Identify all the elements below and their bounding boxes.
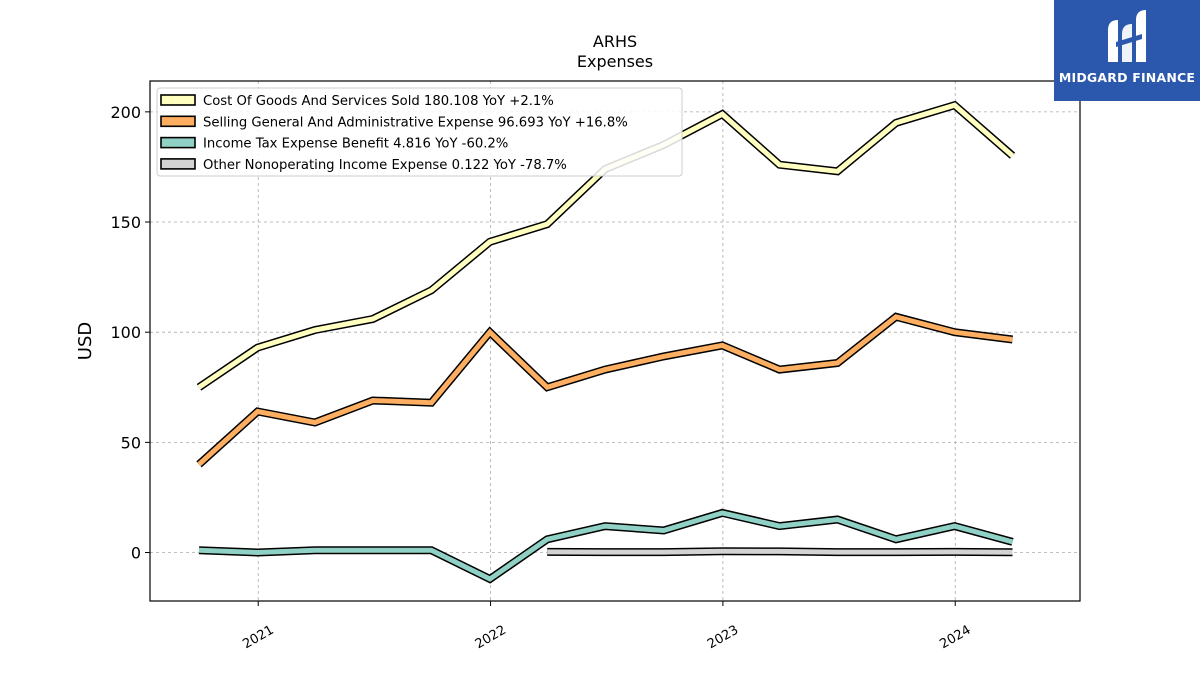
series-line: [197, 314, 1013, 467]
y-tick-label: 0: [131, 544, 141, 563]
y-tick-label: 100: [110, 323, 141, 342]
x-axis: 2021 2022 2023 2024: [240, 601, 974, 653]
x-tick-label: 2023: [705, 623, 741, 653]
series-line: [198, 510, 1014, 582]
legend-swatch: [160, 115, 196, 128]
plot-frame: [149, 80, 1081, 602]
legend-label: Selling General And Administrative Expen…: [203, 115, 628, 130]
legend-box: [156, 87, 683, 177]
chart-subtitle: Expenses: [577, 52, 653, 71]
legend-swatch: [160, 94, 196, 106]
series-line: [547, 548, 1013, 555]
y-tick-label: 150: [110, 213, 141, 232]
y-tick-label: 200: [110, 103, 141, 122]
series-layer: [196, 100, 1016, 584]
legend: Cost Of Goods And Services Sold 180.108 …: [156, 87, 683, 177]
midgard-logo-mark-icon: [1108, 10, 1146, 62]
y-axis-label: USD: [75, 322, 96, 360]
x-tick-label: 2021: [240, 623, 276, 653]
y-axis: 0 50 100 150 200: [110, 103, 150, 563]
brand-name: MIDGARD FINANCE: [1058, 70, 1196, 85]
legend-swatch: [160, 136, 196, 149]
legend-label: Income Tax Expense Benefit 4.816 YoY -60…: [203, 137, 508, 152]
legend-swatch: [160, 158, 196, 170]
brand-logo: MIDGARD FINANCE: [1054, 0, 1200, 101]
series-line-outline: [198, 508, 1014, 584]
x-tick-label: 2024: [937, 623, 973, 653]
legend-label: Cost Of Goods And Services Sold 180.108 …: [203, 94, 554, 109]
x-tick-label: 2022: [473, 623, 509, 653]
chart-title: ARHS: [593, 32, 637, 51]
legend-label: Other Nonoperating Income Expense 0.122 …: [203, 158, 567, 173]
y-tick-label: 50: [121, 433, 141, 452]
